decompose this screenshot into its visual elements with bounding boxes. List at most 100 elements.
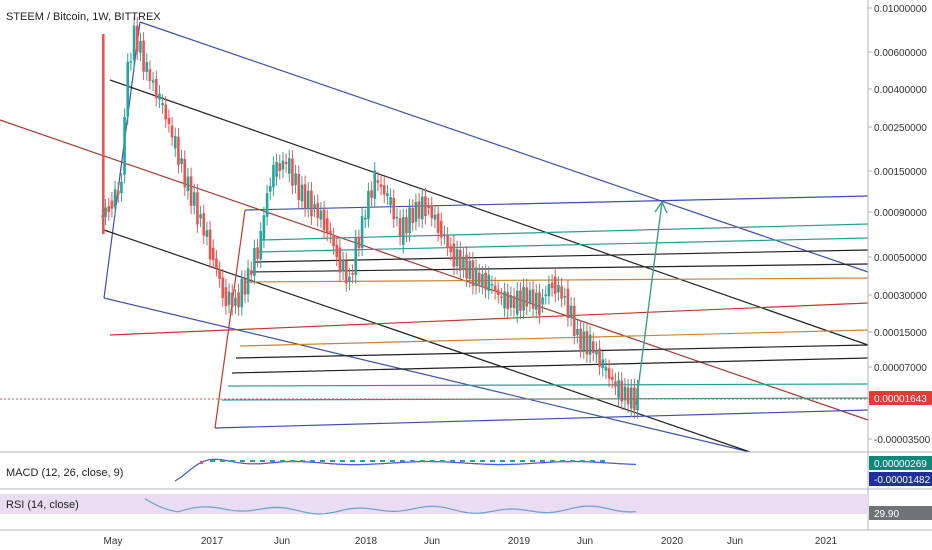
last-price-label: 0.00001643 (874, 394, 927, 405)
time-tick-label: 2017 (201, 536, 224, 547)
rsi-polyline (144, 498, 637, 515)
candle-body (591, 341, 595, 353)
macd-lines (174, 458, 637, 482)
macd-pane[interactable]: MACD (12, 26, close, 9) 0.00000269 -0.00… (0, 451, 932, 486)
projection-arrow (635, 201, 663, 406)
candle-body (386, 193, 389, 197)
candle-body (398, 218, 402, 237)
time-tick-label: Jun (424, 536, 440, 547)
candle-body (572, 305, 576, 336)
candle-body (493, 285, 497, 292)
candle-body (329, 230, 332, 235)
macd-histogram-bar (250, 460, 255, 462)
candle-body (392, 198, 396, 220)
macd-histogram-bar (240, 460, 245, 462)
candle-body (151, 80, 155, 83)
candle-body (405, 217, 408, 234)
time-axis[interactable]: May 2017 Jun 2018 Jun 2019 Jun 2020 Jun 2021 (0, 529, 932, 547)
candle-body (395, 216, 399, 219)
macd-signal-badge (869, 472, 932, 486)
candle-body (420, 196, 424, 220)
candle-body (192, 192, 196, 206)
candle-body (348, 276, 351, 282)
candle-body (102, 34, 105, 234)
macd-histogram-bar (330, 460, 335, 462)
candle-body (433, 214, 437, 220)
fib-level-line (254, 249, 869, 263)
price-axis[interactable]: 0.01000000 0.00600000 0.00400000 0.00250000… (867, 0, 932, 530)
macd-histogram-bar (430, 460, 435, 462)
candle-body (205, 230, 209, 237)
candle-body (218, 269, 221, 280)
candle-body (585, 331, 589, 355)
candle-body (471, 260, 475, 287)
candle-body (173, 136, 177, 149)
candle-body (221, 277, 225, 299)
macd-histogram-bar (220, 460, 225, 462)
candle-body (253, 248, 256, 276)
candle-body (633, 387, 636, 410)
candle-body (598, 348, 601, 367)
candle-body (357, 237, 361, 249)
pitchfork-drawings[interactable] (0, 21, 869, 453)
candle-body (294, 173, 297, 185)
candle-body (506, 292, 510, 309)
candle-body (430, 205, 434, 219)
candle-body (474, 267, 478, 287)
macd-histogram-bar (210, 460, 215, 462)
candle-body (126, 61, 130, 117)
candle-body (465, 254, 468, 279)
candle-body (196, 192, 199, 225)
candle-body (449, 245, 453, 253)
candle-body (132, 25, 136, 61)
candle-body (411, 207, 415, 223)
candle-body (297, 174, 301, 200)
macd-histogram-bar (560, 460, 565, 462)
candle-body (322, 209, 326, 231)
candle-body (576, 329, 579, 335)
macd-histogram-bar (230, 460, 235, 462)
candle-body (446, 235, 449, 248)
candle-body (417, 201, 421, 219)
fib-left-edge (214, 209, 246, 429)
macd-title: MACD (12, 26, close, 9) (6, 467, 123, 479)
price-tick-label: 0.00600000 (874, 48, 927, 59)
candle-body (338, 247, 342, 273)
candle-body (370, 190, 373, 198)
macd-histogram-bar (270, 460, 275, 462)
candle-body (531, 289, 535, 309)
macd-histogram-bar (450, 460, 455, 462)
projection-arrowhead (654, 200, 668, 214)
candle-body (145, 62, 149, 73)
candle-body (547, 284, 551, 297)
candle-body (408, 207, 411, 234)
candle-body (104, 207, 107, 217)
price-pane[interactable]: STEEM / Bitcoin, 1W, BITTREX (0, 0, 869, 453)
candle-body (107, 206, 111, 213)
macd-histogram-bar (350, 460, 355, 462)
candle-body (484, 273, 487, 290)
candle-body (142, 40, 145, 72)
macd-histogram-bar (530, 460, 535, 462)
candle-body (161, 103, 164, 106)
price-tick-label: 0.01000000 (874, 4, 927, 15)
candle-body (186, 176, 190, 192)
time-tick-label: Jun (274, 536, 290, 547)
candle-body (455, 249, 459, 267)
macd-histogram-bar (470, 460, 475, 462)
price-tick-label: 0.00030000 (874, 291, 927, 302)
rsi-pane[interactable]: RSI (14, close) 29.90 (0, 488, 932, 520)
candle-body (401, 217, 405, 245)
candle-body (170, 125, 174, 138)
rsi-value-badge (869, 506, 932, 520)
candle-body (332, 236, 335, 247)
candle-body (519, 290, 522, 311)
candle-body (354, 237, 358, 276)
fib-bottom-line (214, 409, 869, 429)
candle-body (481, 274, 484, 286)
candle-body (262, 215, 266, 240)
candle-body (284, 161, 288, 165)
candle-body (373, 170, 377, 199)
candle-body (367, 191, 370, 220)
